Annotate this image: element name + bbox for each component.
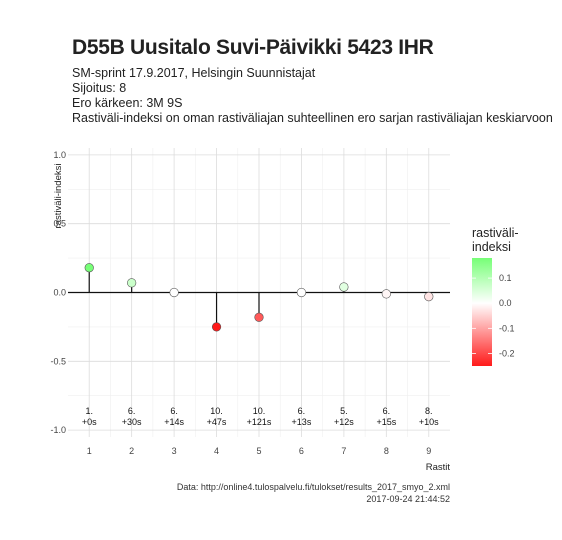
legend-tick-label: 0.1	[499, 273, 512, 283]
rank-label: 6.	[298, 406, 306, 416]
y-tick-label: -1.0	[50, 425, 66, 435]
axis-labels: -1.0-0.50.00.51.01 2 3 4 5 6 7 8 91.+0s6.+30s6.+…	[50, 150, 439, 456]
chart-title: D55B Uusitalo Suvi-Päivikki 5423 IHR	[72, 36, 434, 59]
x-axis-title: Rastit	[426, 462, 451, 473]
legend-title-line-2: indeksi	[472, 240, 511, 254]
time-diff-label: +0s	[82, 417, 97, 427]
time-diff-label: +121s	[247, 417, 272, 427]
data-point	[424, 292, 434, 302]
subtitle-event: SM-sprint 17.9.2017, Helsingin Suunnista…	[72, 66, 316, 80]
x-tick-label: 1	[87, 446, 92, 456]
data-point	[211, 322, 222, 332]
time-diff-label: +12s	[334, 417, 354, 427]
timestamp-caption: 2017-09-24 21:44:52	[366, 494, 450, 504]
rank-label: 10.	[253, 406, 266, 416]
rank-label: 6.	[170, 406, 178, 416]
y-tick-label: -0.5	[50, 356, 66, 366]
data-point	[169, 287, 179, 298]
legend-tick-label: -0.2	[499, 348, 515, 358]
rank-label: 10.	[210, 406, 223, 416]
rank-label: 1.	[85, 406, 93, 416]
data-point	[296, 287, 307, 298]
data-point	[339, 282, 349, 292]
x-tick-label: 4	[214, 446, 219, 456]
x-tick-label: 9	[426, 446, 431, 456]
time-diff-label: +13s	[292, 417, 312, 427]
data-source-caption: Data: http://online4.tulospalvelu.fi/tul…	[177, 482, 450, 492]
y-tick-label: 0.0	[53, 288, 66, 298]
data-point	[381, 289, 391, 299]
subtitle-gap: Ero kärkeen: 3M 9S	[72, 96, 183, 110]
y-tick-label: 1.0	[53, 150, 66, 160]
x-tick-label: 8	[384, 446, 389, 456]
data-point	[127, 278, 137, 288]
data-point	[84, 263, 94, 273]
time-diff-label: +47s	[207, 417, 227, 427]
rank-label: 5.	[340, 406, 348, 416]
x-tick-label: 6	[299, 446, 304, 456]
x-tick-label: 7	[341, 446, 346, 456]
time-diff-label: +30s	[122, 417, 142, 427]
subtitle-description: Rastiväli-indeksi on oman rastiväliajan …	[72, 111, 553, 125]
y-tick-label: 0.5	[53, 219, 66, 229]
color-legend: rastiväli- indeksi 0.1 0.0 -0.1 -0.2	[472, 226, 519, 366]
time-diff-label: +10s	[419, 417, 439, 427]
data-point	[254, 312, 264, 322]
x-tick-label: 3	[172, 446, 177, 456]
rank-label: 6.	[383, 406, 391, 416]
rank-label: 6.	[128, 406, 136, 416]
legend-tick-label: -0.1	[499, 323, 515, 333]
x-tick-label: 5	[256, 446, 261, 456]
legend-title-line-1: rastiväli-	[472, 226, 519, 240]
y-axis-title: rastiväli-indeksi	[53, 164, 64, 229]
time-diff-label: +14s	[164, 417, 184, 427]
legend-colorbar	[472, 258, 492, 366]
subtitle-rank: Sijoitus: 8	[72, 81, 127, 95]
time-diff-label: +15s	[376, 417, 396, 427]
x-tick-label: 2	[129, 446, 134, 456]
data-marks	[68, 263, 450, 332]
rank-label: 8.	[425, 406, 433, 416]
legend-tick-label: 0.0	[499, 298, 512, 308]
